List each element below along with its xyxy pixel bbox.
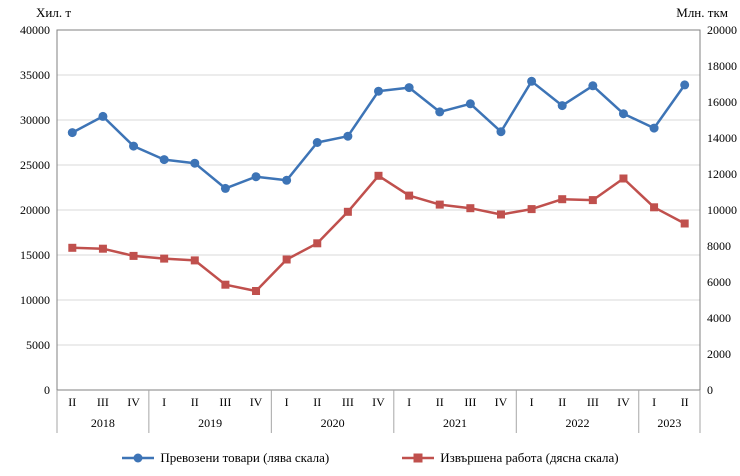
line-circle-marker-icon: [122, 453, 155, 463]
svg-text:2022: 2022: [566, 416, 590, 430]
svg-text:IV: IV: [617, 395, 630, 409]
svg-text:II: II: [68, 395, 76, 409]
svg-text:III: III: [97, 395, 109, 409]
svg-text:0: 0: [707, 383, 713, 397]
svg-text:II: II: [558, 395, 566, 409]
svg-text:2023: 2023: [657, 416, 681, 430]
svg-text:IV: IV: [495, 395, 508, 409]
svg-text:2020: 2020: [321, 416, 345, 430]
svg-text:12000: 12000: [707, 167, 737, 181]
line-square-marker-icon: [402, 453, 435, 463]
svg-text:III: III: [587, 395, 599, 409]
left-axis-title: Хил. т: [36, 5, 72, 20]
svg-text:I: I: [285, 395, 289, 409]
svg-text:16000: 16000: [707, 95, 737, 109]
legend: Превозени товари (лява скала) Извършена …: [0, 446, 740, 470]
svg-text:I: I: [530, 395, 534, 409]
svg-text:IV: IV: [250, 395, 263, 409]
svg-text:III: III: [219, 395, 231, 409]
svg-text:I: I: [652, 395, 656, 409]
svg-text:2018: 2018: [91, 416, 115, 430]
legend-item-transported-goods: Превозени товари (лява скала): [121, 450, 329, 466]
svg-text:III: III: [342, 395, 354, 409]
svg-text:20000: 20000: [20, 203, 50, 217]
svg-text:8000: 8000: [707, 239, 731, 253]
svg-text:2019: 2019: [198, 416, 222, 430]
svg-text:II: II: [313, 395, 321, 409]
svg-text:15000: 15000: [20, 248, 50, 262]
svg-text:III: III: [464, 395, 476, 409]
svg-text:0: 0: [44, 383, 50, 397]
svg-text:II: II: [436, 395, 444, 409]
svg-text:I: I: [407, 395, 411, 409]
svg-text:IV: IV: [127, 395, 140, 409]
svg-text:35000: 35000: [20, 68, 50, 82]
legend-item-work-performed: Извършена работа (дясна скала): [401, 450, 619, 466]
svg-text:5000: 5000: [26, 338, 50, 352]
svg-text:II: II: [681, 395, 689, 409]
chart-plot-area: 0500010000150002000025000300003500040000…: [20, 23, 737, 433]
svg-text:4000: 4000: [707, 311, 731, 325]
svg-text:18000: 18000: [707, 59, 737, 73]
svg-text:25000: 25000: [20, 158, 50, 172]
right-axis-title: Млн. ткм: [676, 5, 728, 20]
svg-text:IV: IV: [372, 395, 385, 409]
svg-text:10000: 10000: [707, 203, 737, 217]
svg-text:2000: 2000: [707, 347, 731, 361]
svg-text:14000: 14000: [707, 131, 737, 145]
svg-text:II: II: [191, 395, 199, 409]
svg-text:6000: 6000: [707, 275, 731, 289]
legend-label-work-performed: Извършена работа (дясна скала): [440, 450, 619, 465]
svg-text:10000: 10000: [20, 293, 50, 307]
svg-text:40000: 40000: [20, 23, 50, 37]
svg-text:20000: 20000: [707, 23, 737, 37]
legend-label-transported-goods: Превозени товари (лява скала): [160, 450, 330, 465]
svg-text:30000: 30000: [20, 113, 50, 127]
svg-text:I: I: [162, 395, 166, 409]
svg-text:2021: 2021: [443, 416, 467, 430]
